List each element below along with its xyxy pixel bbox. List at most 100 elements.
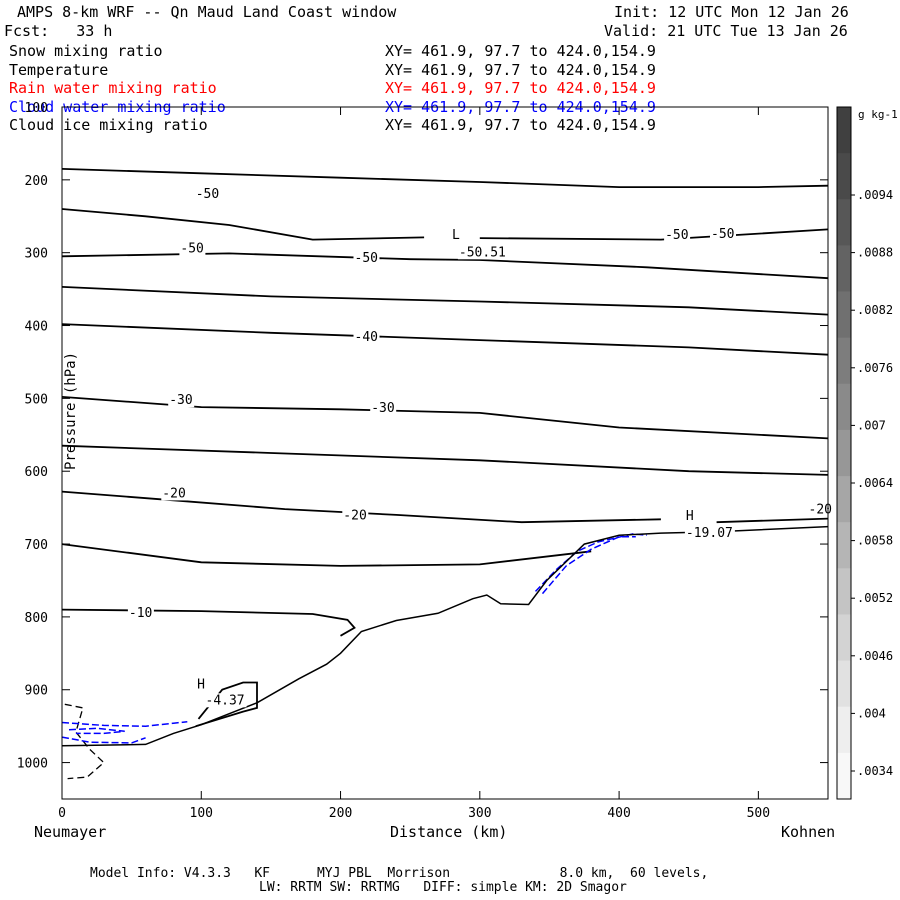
colorbar-swatch (837, 199, 851, 246)
field-name-cloud-ice: Cloud ice mixing ratio (9, 116, 208, 134)
x-right-endpoint-label: Kohnen (781, 823, 835, 841)
contour-label-bg (161, 486, 188, 501)
temperature-contour-line (61, 208, 425, 241)
contour-label-bg (710, 227, 736, 242)
field-xy-rain: XY= 461.9, 97.7 to 424.0,154.9 (385, 79, 656, 97)
colorbar-swatch (837, 660, 851, 708)
y-tick-label: 100 (25, 101, 48, 116)
init-time: Init: 12 UTC Mon 12 Jan 26 (614, 3, 849, 21)
colorbar-swatch (837, 291, 851, 339)
contour-label-bg (370, 401, 397, 416)
colorbar-tick-label: .007 (857, 418, 886, 432)
contour-label-bg (127, 605, 154, 620)
contour-label: -50 (711, 227, 734, 242)
contour-label-bg (353, 251, 380, 266)
x-tick-label: 300 (468, 806, 491, 821)
contour-label: H (686, 509, 694, 524)
colorbar-unit: g kg-1 (858, 108, 898, 121)
colorbar-swatch (837, 522, 851, 569)
y-tick-label: 300 (25, 247, 48, 262)
field-xy-cloud-ice: XY= 461.9, 97.7 to 424.0,154.9 (385, 116, 656, 134)
contour-label: -50.51 (459, 245, 506, 260)
temperature-contour-line (716, 517, 829, 524)
contour-labels: -50 L -50.51 -50 -50 -50 -50 -40 -30 -30 -20 -20 -20… (127, 187, 834, 708)
contour-label-bg (179, 241, 206, 256)
contour-label: -10 (129, 606, 152, 621)
temperature-contour-line (61, 543, 592, 567)
colorbar-tick-label: .004 (857, 706, 886, 720)
colorbar-swatch (837, 752, 851, 800)
contour-label-bg (684, 509, 695, 523)
temperature-contours (61, 168, 829, 728)
temperature-contour-line (195, 681, 258, 728)
temperature-contour-line (61, 608, 356, 637)
colorbar-tick-label: .0034 (857, 764, 893, 778)
temperature-contour-line (61, 168, 829, 189)
valid-time: Valid: 21 UTC Tue 13 Jan 26 (604, 22, 848, 40)
cloud-water-contour (68, 727, 125, 735)
colorbar-swatch (837, 476, 851, 523)
colorbar-swatch (837, 706, 851, 754)
field-name-temperature: Temperature (9, 61, 109, 79)
x-tick-label: 100 (190, 806, 213, 821)
contour-label: -50 (665, 228, 688, 243)
temperature-contour-line (61, 323, 829, 356)
contour-label: -50 (180, 242, 203, 257)
contour-label-bg (168, 393, 195, 408)
colorbar-frame (836, 106, 852, 800)
field-name-rain: Rain water mixing ratio (9, 79, 217, 97)
colorbar-tick-label: .0082 (857, 303, 893, 317)
terrain-layer (61, 525, 829, 747)
temperature-contour-line (61, 444, 829, 476)
y-tick-label: 800 (25, 611, 48, 626)
contour-label: -20 (343, 508, 366, 523)
cloud-water-contour (541, 536, 636, 595)
y-tick-label: 600 (25, 465, 48, 480)
contour-label-bg (194, 187, 221, 202)
contour-label-bg (196, 677, 207, 692)
contour-label: -20 (809, 503, 832, 518)
colorbar-swatch (837, 568, 851, 615)
contour-label: L (452, 228, 460, 243)
y-tick-label: 700 (25, 538, 48, 553)
cloud-water-contour (61, 736, 146, 744)
model-info-line1: Model Info: V4.3.3 KF MYJ PBL Morrison 8… (90, 866, 709, 881)
x-axis-label: Distance (km) (390, 823, 507, 841)
contour-label-bg (204, 693, 247, 708)
colorbar-tick-label: .0058 (857, 534, 893, 548)
colorbar-swatch (837, 153, 851, 200)
contour-label-bg (353, 329, 380, 344)
terrain-line (61, 525, 829, 747)
contour-label: -50 (196, 187, 219, 202)
x-tick-label: 500 (747, 806, 770, 821)
mixing-ratio-dashed (61, 533, 647, 780)
contour-label-bg (684, 525, 735, 540)
contour-label: -30 (169, 393, 192, 408)
x-tick-label: 200 (329, 806, 352, 821)
x-left-endpoint-label: Neumayer (34, 823, 106, 841)
colorbar-swatch (837, 614, 851, 662)
field-xy-snow: XY= 461.9, 97.7 to 424.0,154.9 (385, 42, 656, 60)
colorbar: .0094 .0088 .0082 .0076 .007 .0064 .0058 .0052.… (836, 106, 893, 800)
colorbar-tick-label: .0046 (857, 649, 893, 663)
field-xy-temperature: XY= 461.9, 97.7 to 424.0,154.9 (385, 61, 656, 79)
colorbar-swatch (837, 429, 851, 477)
temperature-contour-line (61, 286, 829, 316)
contour-label: -40 (355, 330, 378, 345)
contour-label-bg (342, 508, 369, 523)
contour-label-bg (457, 245, 508, 260)
colorbar-swatch (837, 107, 851, 154)
contour-label: -50 (355, 251, 378, 266)
contour-label: H (197, 677, 205, 692)
plot-frame (61, 106, 829, 800)
y-tick-label: 900 (25, 684, 48, 699)
axes: 0 100 200 300 400 500 100 200 300 400 500 600 700 800… (17, 101, 828, 821)
contour-label-bg (451, 227, 461, 242)
contour-label: -30 (371, 401, 394, 416)
x-tick-label: 0 (58, 806, 66, 821)
colorbar-swatch (837, 245, 851, 292)
forecast-hour: Fcst: 33 h (4, 22, 113, 40)
y-tick-label: 400 (25, 320, 48, 335)
y-tick-label: 1000 (17, 757, 48, 772)
